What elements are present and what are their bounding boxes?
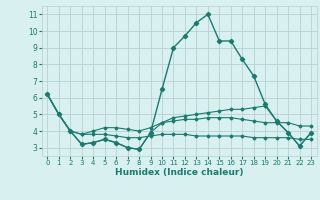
- X-axis label: Humidex (Indice chaleur): Humidex (Indice chaleur): [115, 168, 244, 177]
